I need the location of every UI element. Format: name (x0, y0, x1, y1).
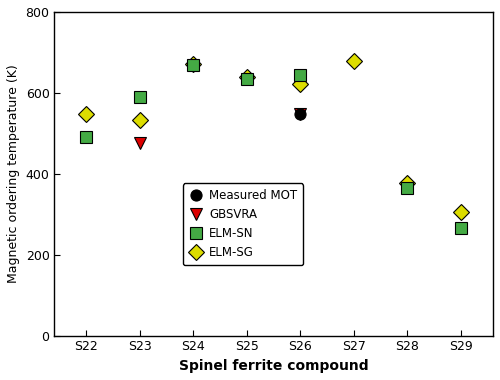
Y-axis label: Magnetic ordering temperature (K): Magnetic ordering temperature (K) (7, 65, 20, 283)
Legend: Measured MOT, GBSVRA, ELM-SN, ELM-SG: Measured MOT, GBSVRA, ELM-SN, ELM-SG (183, 184, 303, 265)
X-axis label: Spinel ferrite compound: Spinel ferrite compound (179, 359, 368, 373)
